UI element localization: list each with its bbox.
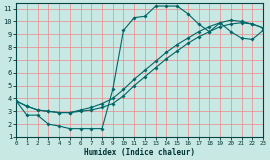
X-axis label: Humidex (Indice chaleur): Humidex (Indice chaleur) xyxy=(84,148,195,156)
